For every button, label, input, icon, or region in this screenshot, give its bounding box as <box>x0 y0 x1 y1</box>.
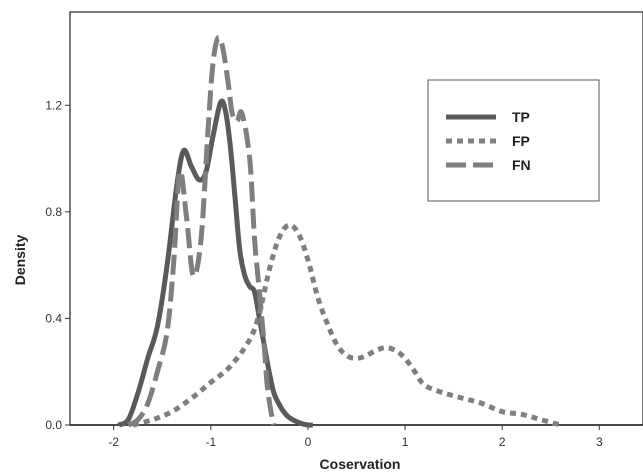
y-tick-label: 0.0 <box>45 418 62 432</box>
y-tick-label: 0.8 <box>45 205 62 219</box>
x-tick-label: 3 <box>596 435 603 449</box>
y-tick-label: 1.2 <box>45 98 62 112</box>
x-tick-label: -2 <box>108 435 119 449</box>
legend: TP FP FN <box>427 79 600 202</box>
x-tick-label: 0 <box>305 435 312 449</box>
legend-label-fn: FN <box>512 157 531 173</box>
series-line-fp <box>132 222 562 428</box>
x-axis-title: Coservation <box>320 456 401 472</box>
series-line-tp <box>117 98 313 428</box>
x-tick-label: -1 <box>205 435 216 449</box>
series-line-fn <box>127 34 277 428</box>
x-tick-label: 1 <box>402 435 409 449</box>
y-tick-label: 0.4 <box>45 311 62 325</box>
x-axis-ticks: -2 -1 0 1 2 3 <box>108 425 603 449</box>
y-axis-title: Density <box>12 235 28 286</box>
legend-label-fp: FP <box>512 133 530 149</box>
x-tick-label: 2 <box>499 435 506 449</box>
legend-label-tp: TP <box>512 109 530 125</box>
y-axis-ticks: 0.0 0.4 0.8 1.2 <box>45 98 70 432</box>
legend-box <box>427 79 600 202</box>
plot-frame <box>69 11 643 426</box>
series-lines <box>117 34 562 428</box>
